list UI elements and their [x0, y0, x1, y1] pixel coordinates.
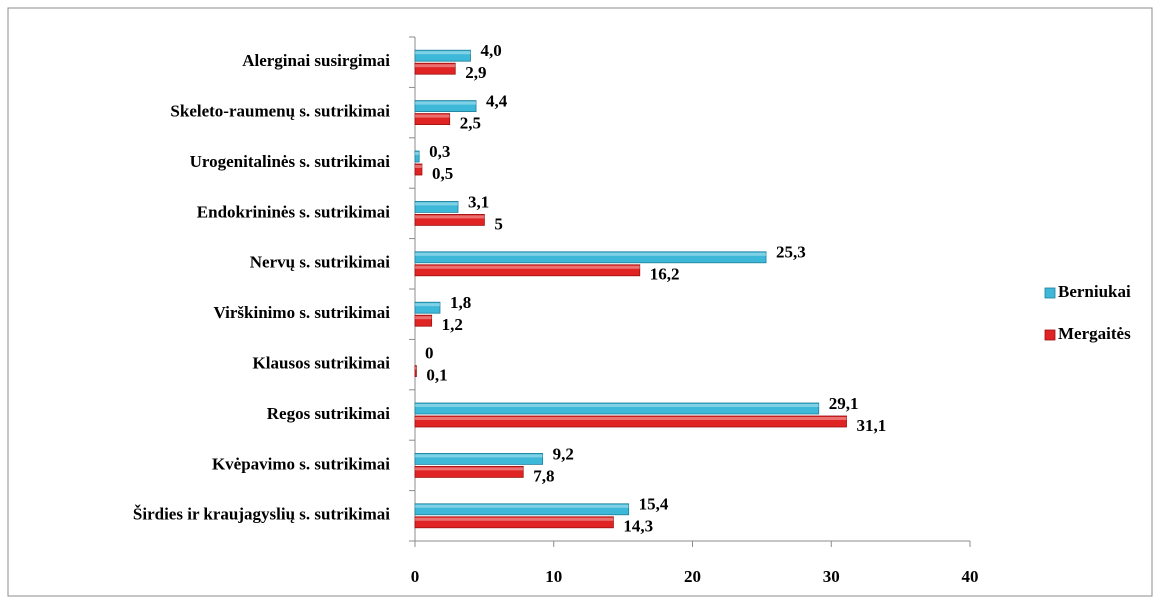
- bar-highlight: [415, 252, 767, 256]
- y-tick-label: Endokrininės s. sutrikimai: [197, 202, 390, 221]
- bar-highlight: [415, 101, 477, 105]
- value-label: 2,9: [465, 63, 486, 82]
- y-tick-label: Skeleto-raumenų s. sutrikimai: [170, 102, 390, 121]
- value-label: 25,3: [776, 243, 806, 262]
- x-tick-label: 40: [962, 567, 979, 586]
- bar-highlight: [415, 202, 459, 206]
- bar-highlight: [415, 303, 440, 307]
- value-label: 16,2: [650, 265, 680, 284]
- value-label: 2,5: [460, 114, 481, 133]
- chart-frame: [7, 7, 1153, 597]
- bar: [414, 113, 451, 125]
- bar: [414, 465, 524, 478]
- x-tick-label: 10: [545, 567, 562, 586]
- bar: [414, 402, 820, 415]
- value-label: 4,0: [481, 41, 502, 60]
- bar-highlight: [415, 517, 614, 521]
- bar-highlight: [415, 215, 485, 219]
- bar: [414, 301, 441, 314]
- y-tick-label: Klausos sutrikimai: [253, 354, 391, 373]
- value-label: 0,5: [432, 164, 453, 183]
- bar: [414, 365, 417, 378]
- y-tick-label: Kvėpavimo s. sutrikimai: [212, 454, 390, 473]
- value-label: 3,1: [468, 192, 489, 211]
- bar-highlight: [415, 51, 471, 55]
- bar-highlight: [415, 64, 456, 68]
- y-tick-label: Alerginai susirgimai: [242, 51, 390, 70]
- value-label: 0,1: [426, 366, 447, 385]
- bar: [414, 516, 614, 529]
- legend-label: Mergaitės: [1058, 324, 1131, 343]
- bar-highlight: [415, 165, 422, 168]
- bar-highlight: [415, 454, 543, 458]
- bar-highlight: [415, 366, 417, 370]
- bar-highlight: [415, 467, 524, 471]
- y-tick-label: Nervų s. sutrikimai: [250, 253, 391, 272]
- value-label: 9,2: [553, 444, 574, 463]
- y-tick-label: Regos sutrikimai: [267, 404, 391, 423]
- bar: [414, 49, 471, 62]
- bar: [414, 100, 477, 112]
- bar: [414, 314, 433, 327]
- bar: [414, 163, 423, 176]
- legend-marker: [1044, 329, 1056, 341]
- x-tick-label: 30: [823, 567, 840, 586]
- value-label: 0,3: [429, 142, 450, 161]
- bar: [414, 200, 459, 213]
- y-tick-label: Širdies ir kraujagyslių s. sutrikimai: [133, 505, 390, 524]
- bar: [414, 264, 641, 277]
- value-label: 15,4: [639, 495, 669, 514]
- value-label: 5: [494, 214, 503, 233]
- bar-highlight: [415, 152, 420, 155]
- value-label: 0: [425, 344, 434, 363]
- x-tick-label: 20: [684, 567, 701, 586]
- bar: [414, 150, 420, 163]
- value-label: 1,8: [450, 293, 471, 312]
- bar-highlight: [415, 404, 819, 407]
- value-label: 31,1: [857, 416, 887, 435]
- bar-highlight: [415, 417, 847, 420]
- bar-highlight: [415, 114, 450, 118]
- legend-label: Berniukai: [1058, 282, 1131, 301]
- bar: [414, 62, 456, 75]
- value-label: 14,3: [623, 517, 653, 536]
- bar-highlight: [415, 316, 432, 320]
- bar: [414, 452, 544, 465]
- y-tick-label: Virškinimo s. sutrikimai: [214, 303, 391, 322]
- legend-marker: [1044, 287, 1056, 299]
- bar: [414, 251, 767, 264]
- bar: [414, 415, 847, 428]
- bar-highlight: [415, 265, 640, 269]
- value-label: 29,1: [829, 394, 859, 413]
- x-tick-label: 0: [411, 567, 420, 586]
- bar: [414, 503, 630, 516]
- bar: [414, 213, 485, 226]
- bar-highlight: [415, 504, 629, 508]
- value-label: 4,4: [486, 92, 508, 111]
- y-tick-label: Urogenitalinės s. sutrikimai: [190, 152, 391, 171]
- value-label: 7,8: [533, 466, 554, 485]
- value-label: 1,2: [442, 315, 463, 334]
